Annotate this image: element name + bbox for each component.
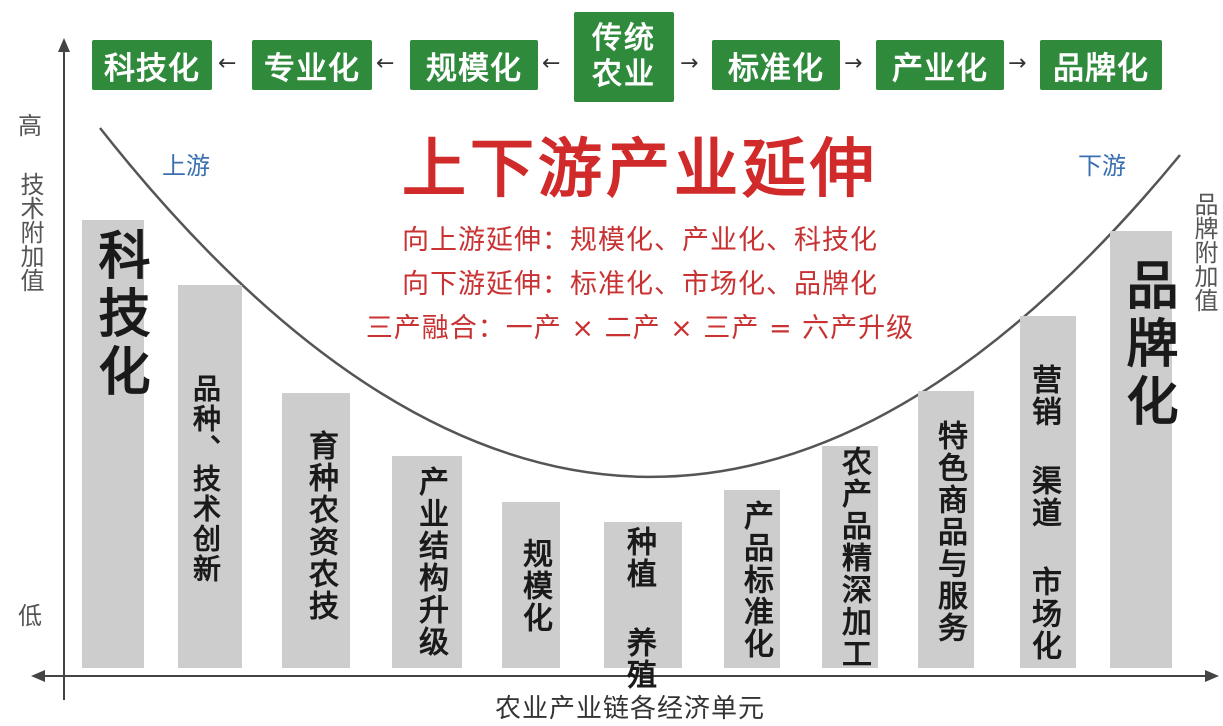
bar-label-tese: 特色商品与服务 [932, 420, 967, 644]
bar-yuzhong [282, 393, 350, 668]
y-axis-high: 高 [18, 112, 42, 140]
bar-tese [918, 391, 974, 668]
bar-label-yingxiao: 营销 渠道 市场化 [1026, 364, 1061, 662]
flow-box-chanye: 产业化 [876, 40, 1004, 90]
bar-label-jiagong: 农产品精深加工 [836, 446, 871, 670]
flow-arrow-1: ← [218, 51, 237, 76]
y-axis-arrowhead [58, 38, 70, 52]
bar-biaozhun [724, 490, 780, 668]
bar-pinpai [1110, 231, 1172, 668]
y-axis-low: 低 [18, 602, 42, 630]
bar-label-chanye-jiegou: 产业结构升级 [413, 466, 448, 658]
flow-center-line2: 农业 [592, 57, 656, 92]
flow-arrow-3: ← [542, 51, 561, 76]
flow-center-line1: 传统 [592, 21, 656, 56]
bar-label-pinzhong: 品种、技术创新 [189, 374, 222, 584]
bar-chanye-jiegou [392, 456, 462, 668]
diagram-title: 上下游产业延伸 [402, 133, 878, 207]
bar-yingxiao [1020, 316, 1076, 668]
upstream-extension-line: 向上游延伸：规模化、产业化、科技化 [402, 225, 878, 256]
bar-label-zhongzhi: 种植 养殖 [621, 526, 656, 691]
bar-pinzhong [178, 285, 242, 668]
y-axis-right-label: 品牌附加值 [1190, 192, 1218, 312]
three-industry-fusion-line: 三产融合：一产 × 二产 × 三产 = 六产升级 [365, 313, 915, 344]
flow-arrow-5: → [844, 51, 863, 76]
bar-label-biaozhun: 产品标准化 [738, 500, 773, 660]
x-axis-title: 农业产业链各经济单元 [494, 694, 765, 724]
flow-box-zhuanye: 专业化 [252, 40, 372, 90]
upstream-label: 上游 [162, 152, 210, 180]
flow-arrow-2: ← [376, 51, 395, 76]
flow-box-biaozhun: 标准化 [712, 40, 840, 90]
flow-box-guimo: 规模化 [410, 40, 538, 90]
flow-box-traditional-agriculture: 传统 农业 [574, 12, 674, 102]
flow-box-pinpai: 品牌化 [1040, 40, 1162, 90]
y-axis-left-label: 技术附加值 [16, 172, 44, 292]
flow-arrow-6: → [1008, 51, 1027, 76]
bar-keji [82, 220, 144, 668]
downstream-extension-line: 向下游延伸：标准化、市场化、品牌化 [402, 269, 878, 300]
bar-label-guimo: 规模化 [517, 538, 552, 634]
bar-jiagong [822, 446, 878, 668]
bar-label-keji: 科技化 [89, 228, 149, 402]
bar-zhongzhi [604, 522, 682, 668]
x-axis-left-arrowhead [31, 670, 45, 682]
x-axis-right-arrowhead [1205, 670, 1219, 682]
flow-box-keji: 科技化 [92, 40, 212, 90]
bar-label-yuzhong: 育种农资农技 [303, 430, 338, 622]
smile-curve [99, 127, 1181, 479]
flow-arrow-4: → [680, 51, 699, 76]
downstream-label: 下游 [1078, 152, 1126, 180]
bar-label-pinpai: 品牌化 [1117, 258, 1177, 432]
bar-guimo [502, 502, 560, 668]
